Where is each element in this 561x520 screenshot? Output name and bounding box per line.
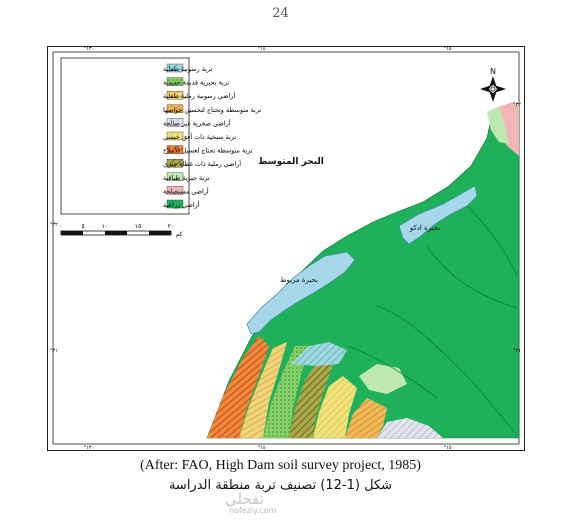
legend-swatch [166, 77, 184, 86]
scale-unit: كم [176, 231, 183, 238]
legend-label: تربة سبخية ذات أفق جبسي [163, 132, 236, 141]
watermark-url: nofezly.com [229, 506, 277, 515]
scale-tick-label: ١٠ [102, 223, 108, 230]
frame-tick-label: °٣٢ [513, 102, 521, 108]
svg-text:N: N [490, 67, 496, 76]
legend-swatch [166, 158, 184, 168]
legend-swatch [166, 145, 184, 154]
old-lacustrine-band [263, 346, 309, 438]
sandy-clay-band [239, 342, 287, 438]
calcareous-patch [359, 364, 407, 394]
soil-map: البحر المتوسط بحيرة ادكو بحيرة مريوط N ت… [47, 46, 525, 451]
legend-label: تربة جيرية طباقية [163, 174, 210, 182]
scale-tick-label: ٥ [81, 223, 84, 230]
legend-label: أراضي رسوبية رملية طفلية [163, 91, 235, 100]
soil-boundary-line [466, 205, 518, 277]
page-number: 24 [272, 6, 289, 21]
frame-tick-label: °١٥٠ [444, 46, 455, 52]
legend-label: أراضي زراعية [163, 200, 200, 209]
legend-swatch [166, 63, 184, 73]
legend-swatch [166, 199, 184, 209]
sabkha-soil-band [313, 376, 357, 438]
legend-swatch [166, 172, 184, 182]
frame-tick-label: °٣٢ [50, 222, 58, 228]
legend-label: أراضي رملية ذات غطاء جيري [163, 159, 241, 168]
legend: تربة رسوبية طفلية تربة بحيرية قديمة حديدي… [60, 57, 261, 215]
frame-tick-label: °١٣٠ [84, 445, 95, 451]
maryut-lake-label: بحيرة مريوط [280, 276, 318, 284]
legend-label: تربة متوسطة تحتاج لغسيل الأملاح [163, 146, 253, 155]
scale-tick-label: ٢٠ [168, 223, 174, 230]
frame-tick-label: °١٣٠ [84, 46, 95, 52]
calcareous-soil-region [487, 106, 509, 144]
maryut-lake [246, 251, 356, 335]
frame-tick-label: °٣١ [513, 348, 521, 354]
legend-label: أراضي صخرية غير صالحة [163, 118, 231, 127]
scale-bar: ٠ ٥ ١٠ ١٥ ٢٠ كم [59, 223, 182, 238]
sea-label: البحر المتوسط [258, 157, 324, 167]
legend-swatch [166, 104, 184, 113]
rocky-land-band [377, 418, 443, 438]
frame-tick-label: °١٥٠ [444, 445, 455, 451]
alluvial-clay-patch [291, 342, 347, 366]
legend-label: تربة متوسطة وتحتاج لتحسين خواصها [163, 106, 261, 114]
frame-tick-label: °١٤٠ [258, 46, 269, 52]
soil-boundary-line [376, 305, 518, 437]
legend-label: أراضي مستصلحة [163, 186, 209, 195]
scale-tick-label: ٠ [59, 223, 62, 230]
legend-label: تربة رسوبية طفلية [163, 65, 212, 73]
saline-soil-band [207, 336, 269, 438]
watermark: نفحلي [225, 490, 264, 508]
north-arrow-icon: N [480, 67, 506, 102]
legend-swatch [166, 118, 184, 127]
medium-soil-band [345, 398, 387, 438]
figure-source: (After: FAO, High Dam soil survey projec… [140, 458, 421, 473]
sandy-calcareous-band [289, 362, 333, 438]
legend-swatch [166, 91, 184, 100]
frame-tick-label: °١٤٠ [258, 445, 269, 451]
legend-label: تربة بحيرية قديمة حديدية [163, 79, 229, 87]
soil-boundary-line [426, 245, 518, 309]
soil-boundary-line [346, 345, 438, 399]
figure-title: شكل (1-12) تصنيف تربة منطقة الدراسة [168, 478, 393, 493]
legend-swatch [166, 186, 184, 195]
soil-map-canvas: البحر المتوسط بحيرة ادكو بحيرة مريوط N ت… [47, 46, 525, 451]
frame-tick-label: °٣١ [50, 348, 58, 354]
scale-tick-label: ١٥ [135, 223, 141, 230]
idku-lake-label: بحيرة ادكو [409, 224, 440, 232]
legend-swatch [166, 131, 184, 141]
